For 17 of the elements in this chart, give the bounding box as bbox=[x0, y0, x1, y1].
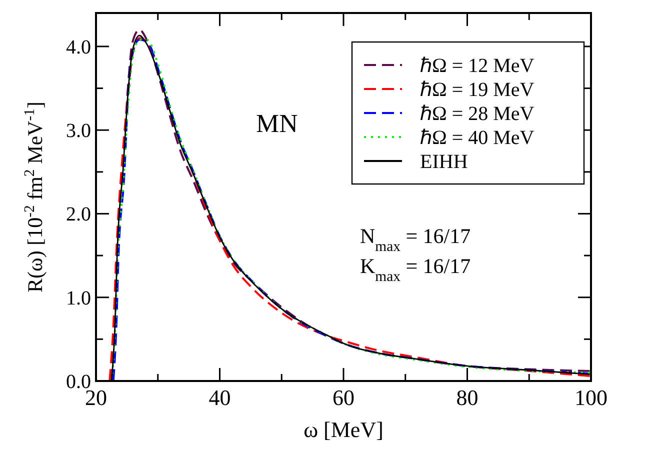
y-tick-label: 4.0 bbox=[66, 36, 91, 58]
annotation: K$_{max}$ = 16/17 bbox=[360, 254, 471, 285]
y-tick-label: 2.0 bbox=[66, 204, 91, 226]
x-tick-label: 40 bbox=[208, 385, 231, 410]
legend-label: EIHH bbox=[420, 151, 468, 173]
legend-label: ℏΩ = 40 MeV bbox=[420, 127, 535, 149]
legend-label: ℏΩ = 19 MeV bbox=[420, 79, 535, 101]
legend-label: ℏΩ = 28 MeV bbox=[420, 103, 535, 125]
annotation: N$_{max}$ = 16/17 bbox=[360, 224, 471, 255]
y-tick-label: 1.0 bbox=[66, 287, 91, 310]
x-tick-label: 80 bbox=[456, 385, 478, 410]
annotation: MN bbox=[256, 109, 298, 138]
x-tick-label: 60 bbox=[332, 385, 354, 410]
y-tick-label: 3.0 bbox=[66, 120, 91, 142]
x-axis-title: ω [MeV] bbox=[304, 417, 384, 442]
x-tick-label: 100 bbox=[574, 385, 608, 410]
legend-label: ℏΩ = 12 MeV bbox=[420, 55, 535, 77]
